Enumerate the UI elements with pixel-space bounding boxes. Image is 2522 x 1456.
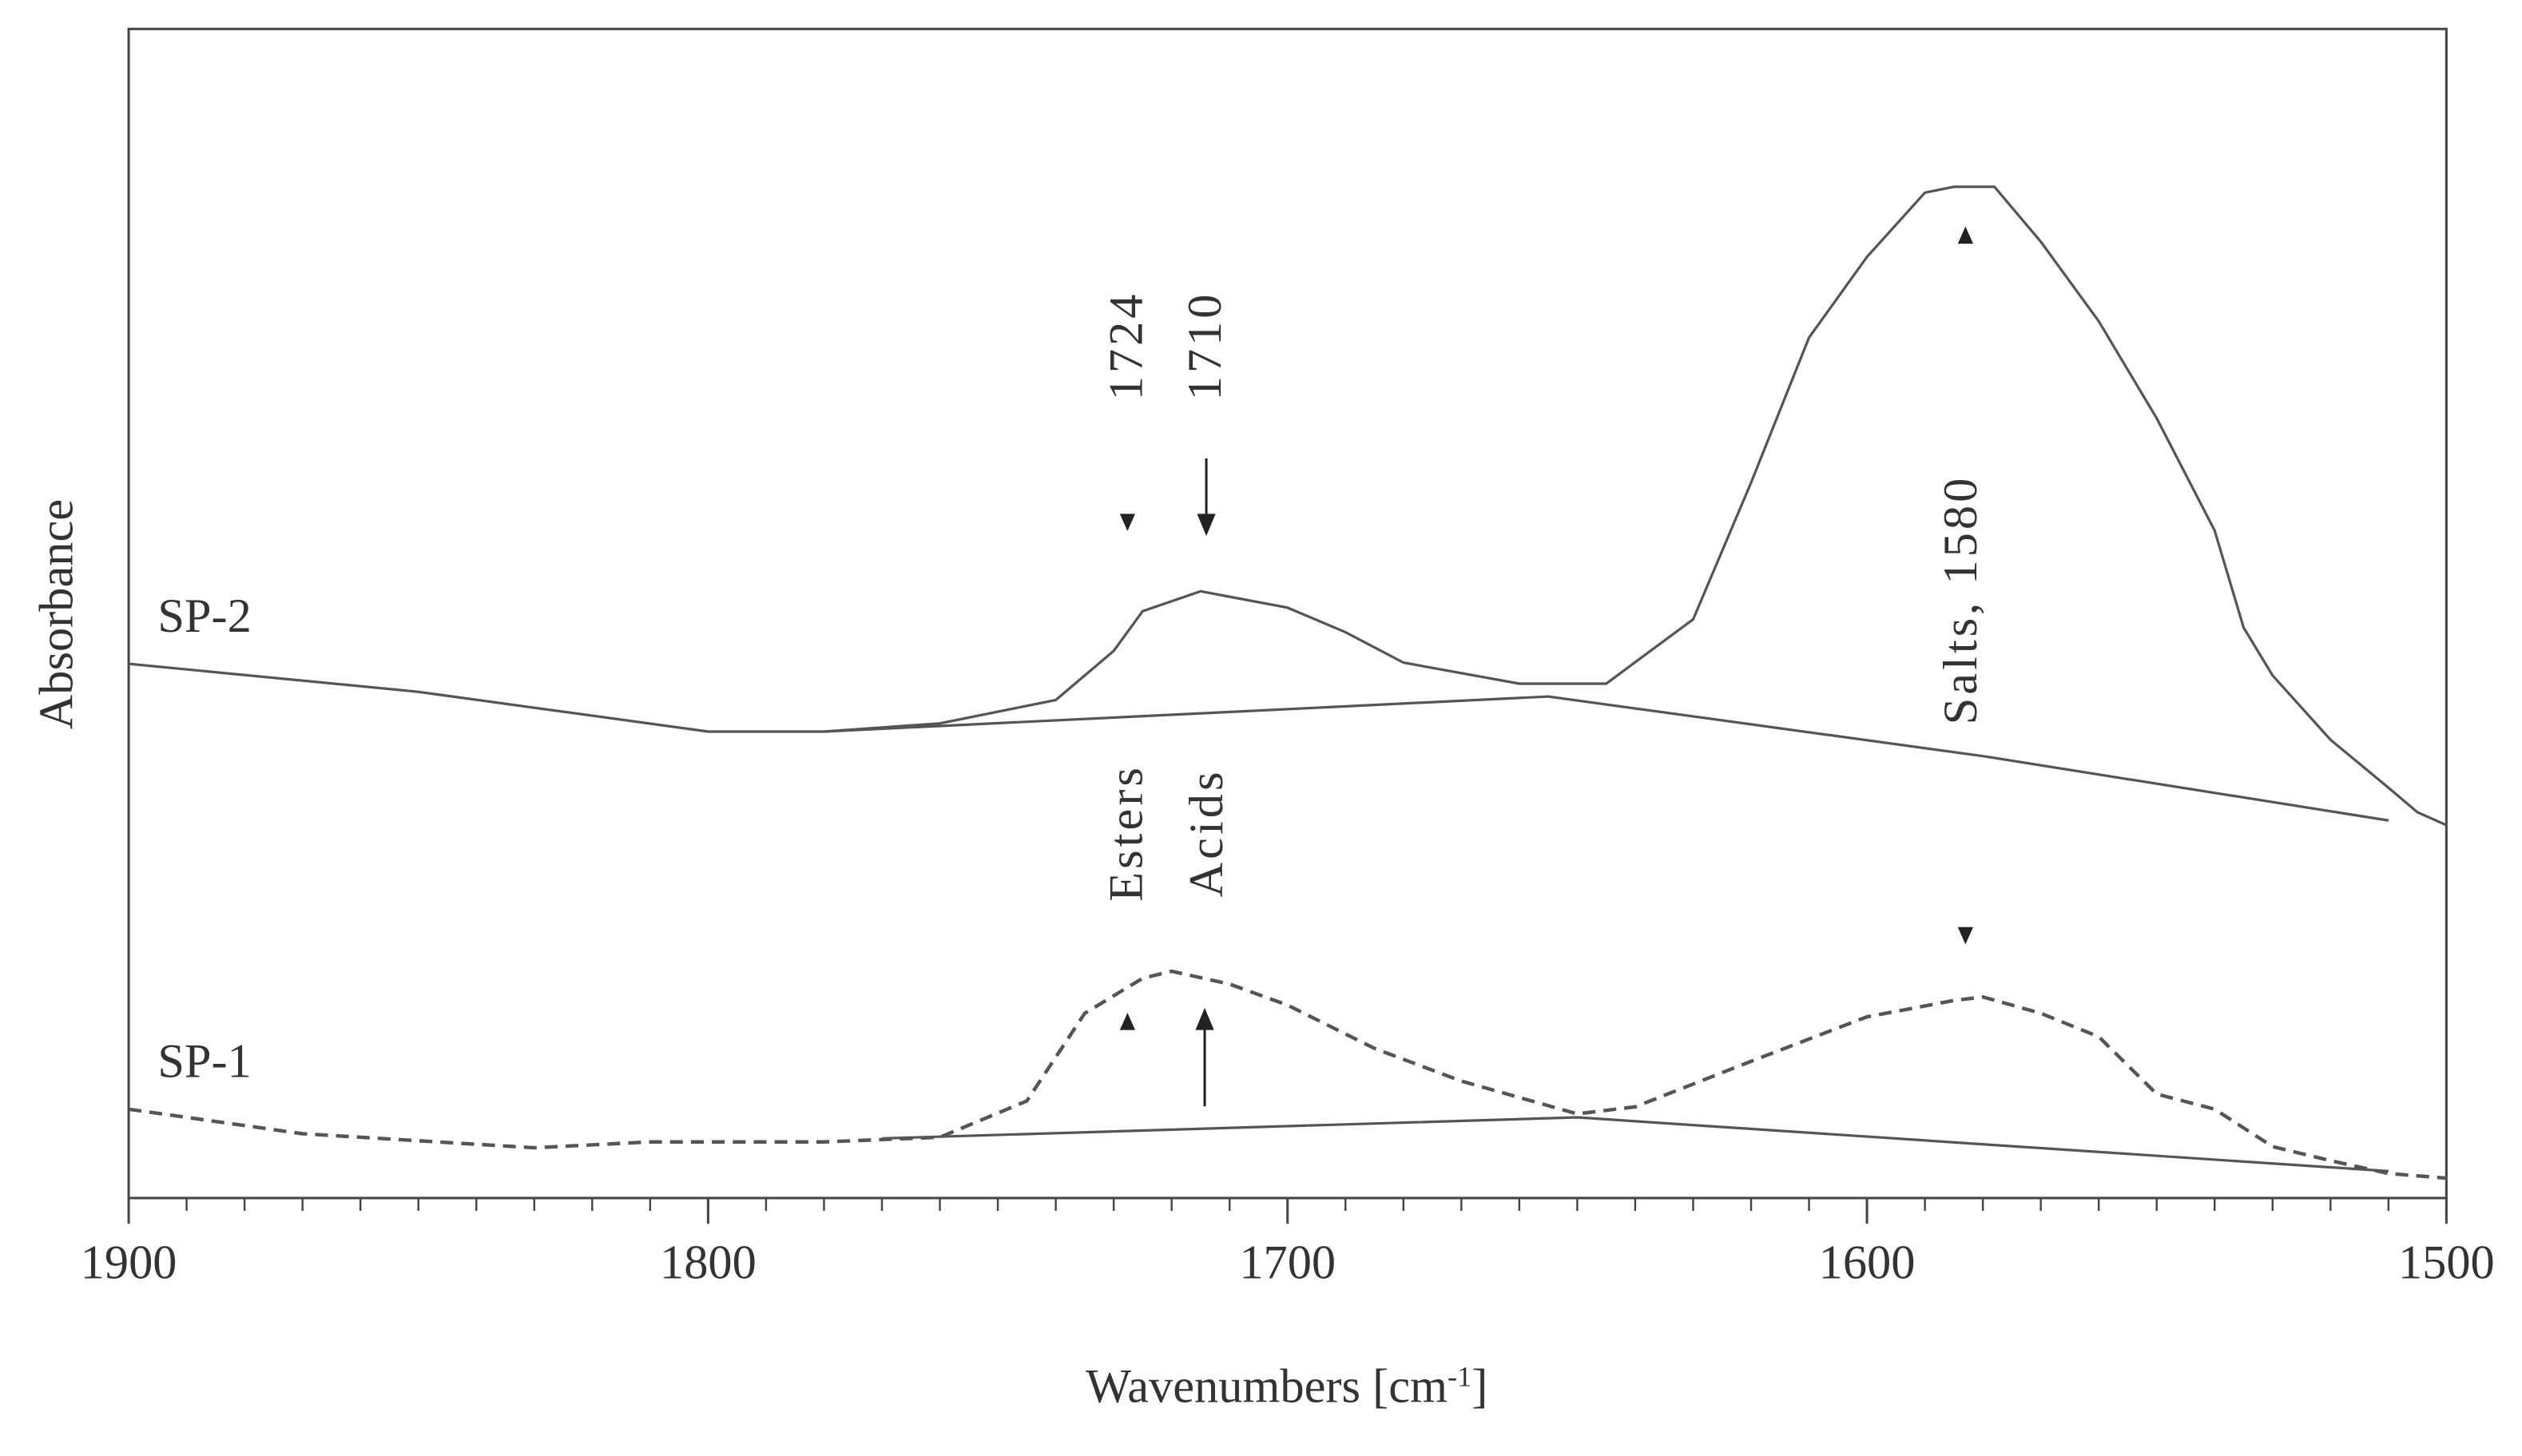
x-axis-label: Wavenumbers [cm-1] — [1086, 1360, 1487, 1414]
x-label-part: ] — [1471, 1360, 1487, 1414]
x-tick-label: 1900 — [81, 1236, 177, 1290]
triangle-marker — [1957, 926, 1973, 945]
triangle-marker — [1119, 514, 1135, 531]
x-label-sup: -1 — [1448, 1361, 1471, 1393]
x-label-part: Wavenumbers [cm — [1086, 1360, 1448, 1414]
y-axis-label: Absorbance — [30, 499, 83, 729]
x-tick-label: 1700 — [1239, 1236, 1336, 1290]
baseline — [881, 1116, 2389, 1172]
spectrum-line — [128, 185, 2448, 827]
annotation: Acids — [1180, 768, 1233, 897]
annotation: Salts, 1580 — [1934, 475, 1988, 725]
series-label: SP-2 — [157, 589, 251, 643]
markers — [1119, 226, 1973, 1107]
spectrum-line — [128, 969, 2447, 1180]
x-tick-label: 1500 — [2398, 1236, 2495, 1290]
plot-frame — [127, 27, 2448, 1200]
annotation: Esters — [1099, 764, 1153, 902]
triangle-marker — [1957, 226, 1973, 244]
baseline — [824, 695, 2389, 822]
arrow-head — [1197, 514, 1216, 537]
annotation: 1710 — [1178, 291, 1232, 400]
triangle-marker — [1119, 1013, 1135, 1030]
series-label: SP-1 — [157, 1035, 251, 1089]
annotation: 1724 — [1099, 291, 1153, 400]
x-tick-label: 1800 — [660, 1236, 757, 1290]
x-tick-label: 1600 — [1819, 1236, 1916, 1290]
arrow-head — [1195, 1007, 1214, 1030]
